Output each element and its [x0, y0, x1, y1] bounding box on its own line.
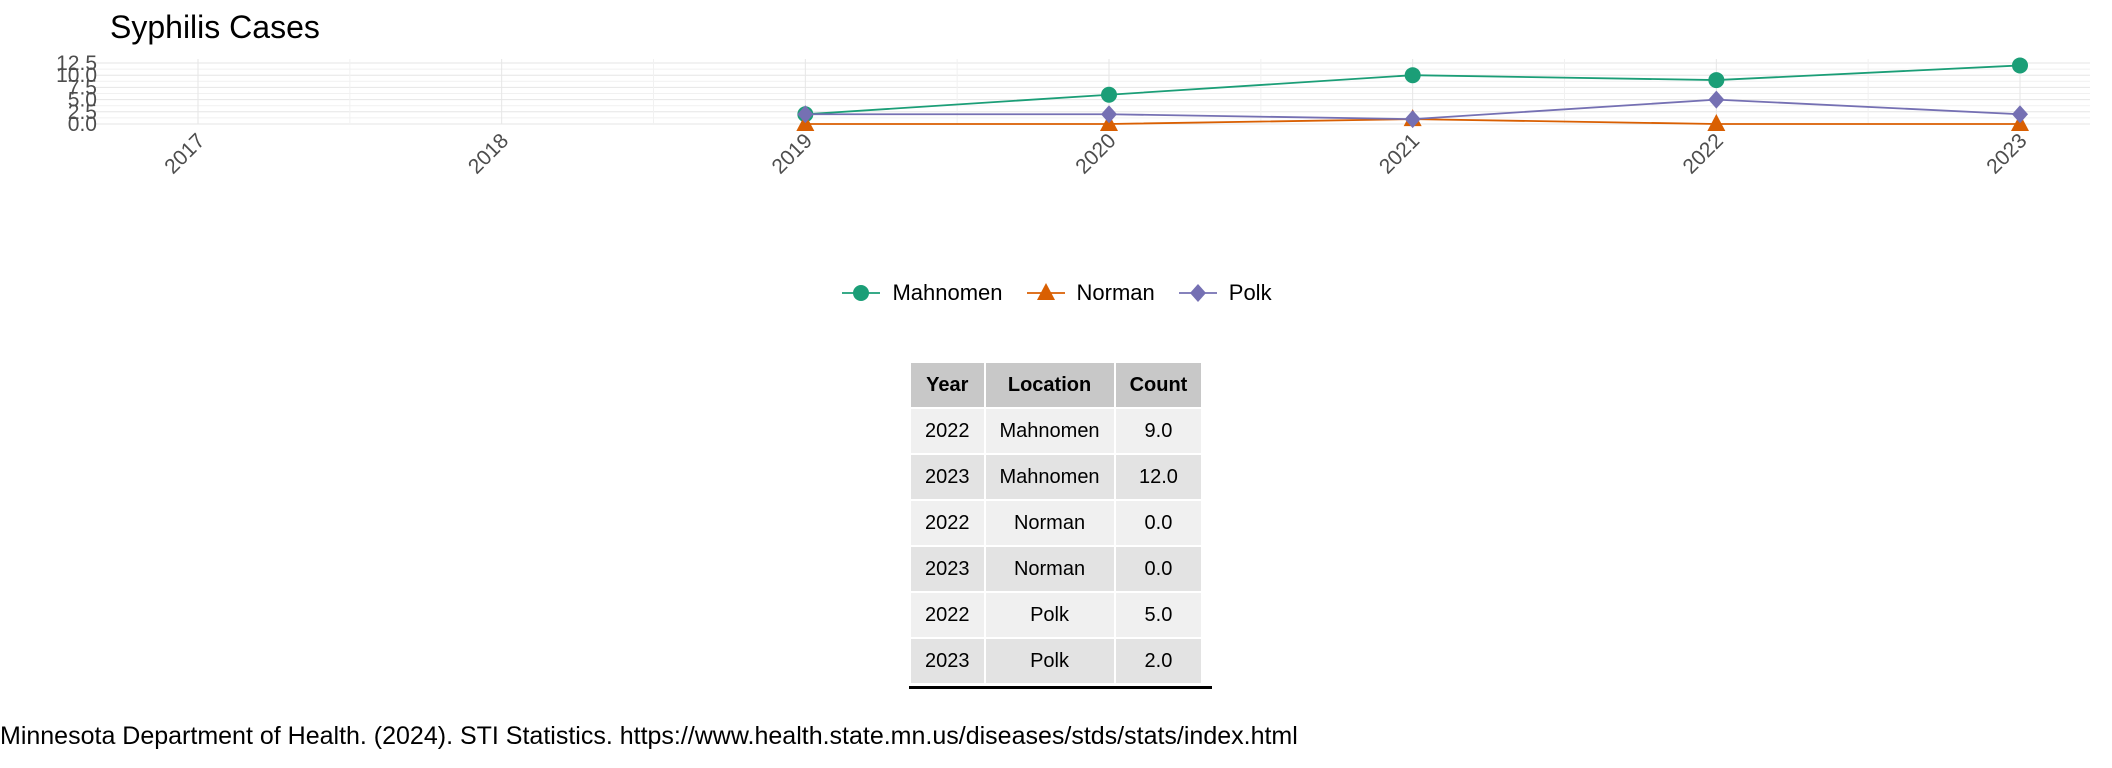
table-row: 2022 Polk 5.0 [911, 593, 1202, 637]
legend-label-polk: Polk [1228, 280, 1272, 305]
chart-title: Syphilis Cases [110, 9, 320, 45]
legend-marker-mahnomen [853, 285, 870, 301]
legend-swatch-mahnomen [842, 285, 881, 301]
location-cell: Polk [985, 593, 1114, 637]
year-cell: 2022 [911, 501, 984, 545]
year-cell: 2023 [911, 455, 984, 499]
chart-legend: Mahnomen Norman Polk [0, 280, 2112, 306]
table-row: 2023 Mahnomen 12.0 [911, 455, 1202, 499]
y-tick-label: 2.5 [68, 101, 97, 124]
line-chart: Syphilis Cases 0.02.55.07.510.012.5 2017… [56, 9, 2090, 179]
data-point-polk [1708, 90, 1725, 109]
table-row: 2023 Polk 2.0 [911, 639, 1202, 683]
y-tick-label: 5.0 [68, 89, 97, 112]
legend-marker-polk [1189, 284, 1206, 302]
y-axis-tick-labels: 0.02.55.07.510.012.5 [56, 52, 97, 136]
y-tick-label: 10.0 [56, 64, 97, 87]
data-point-mahnomen [1101, 86, 1117, 103]
data-point-polk [1101, 105, 1117, 124]
y-tick-label: 12.5 [56, 52, 97, 75]
x-tick-label: 2019 [768, 129, 817, 178]
x-tick-label: 2020 [1071, 129, 1120, 178]
count-cell: 0.0 [1115, 547, 1202, 591]
column-header-location: Location [985, 363, 1114, 407]
location-cell: Norman [985, 547, 1114, 591]
table-body: 2022 Mahnomen 9.0 2023 Mahnomen 12.0 2022 Norma… [911, 409, 1202, 683]
legend-item-norman: Norman [1025, 280, 1155, 306]
grid-lines [95, 59, 2090, 125]
count-cell: 5.0 [1115, 593, 1202, 637]
source-citation: Minnesota Department of Health. (2024). … [0, 722, 1298, 750]
count-cell: 2.0 [1115, 639, 1202, 683]
data-table: Year Location Count 2022 Mahnomen 9.0 2023 M… [909, 361, 1203, 685]
data-point-mahnomen [1708, 72, 1725, 89]
location-cell: Mahnomen [985, 455, 1114, 499]
x-axis-tick-labels: 2017 2018 2019 2020 2021 2022 2023 [160, 129, 2031, 178]
data-point-norman [1707, 114, 1726, 131]
x-tick-label: 2018 [464, 129, 513, 178]
table-row: 2023 Norman 0.0 [911, 547, 1202, 591]
legend-label-mahnomen: Mahnomen [892, 280, 1003, 305]
table-bottom-rule [909, 686, 1212, 689]
location-cell: Norman [985, 501, 1114, 545]
x-tick-label: 2023 [1982, 129, 2031, 178]
location-cell: Polk [985, 639, 1114, 683]
year-cell: 2023 [911, 547, 984, 591]
count-cell: 0.0 [1115, 501, 1202, 545]
table-row: 2022 Mahnomen 9.0 [911, 409, 1202, 453]
x-tick-label: 2021 [1375, 129, 1424, 178]
location-cell: Mahnomen [985, 409, 1114, 453]
column-header-count: Count [1115, 363, 1202, 407]
x-tick-label: 2022 [1679, 129, 1728, 178]
legend-label-norman: Norman [1076, 280, 1155, 305]
table-row: 2022 Norman 0.0 [911, 501, 1202, 545]
legend-marker-norman [1036, 283, 1055, 300]
year-cell: 2023 [911, 639, 984, 683]
y-tick-label: 7.5 [68, 76, 97, 99]
year-cell: 2022 [911, 409, 984, 453]
count-cell: 9.0 [1115, 409, 1202, 453]
data-point-polk [2012, 105, 2028, 124]
data-point-mahnomen [1404, 67, 1421, 84]
legend-item-polk: Polk [1177, 280, 1272, 306]
table-header-row: Year Location Count [911, 363, 1202, 407]
y-tick-label: 0.0 [68, 113, 97, 136]
data-point-polk [1404, 110, 1421, 129]
series-lines [796, 57, 2029, 131]
data-point-polk [797, 105, 814, 124]
data-point-mahnomen [2012, 57, 2028, 74]
legend-swatch-polk [1178, 284, 1217, 302]
column-header-year: Year [911, 363, 984, 407]
x-tick-label: 2017 [160, 129, 209, 178]
year-cell: 2022 [911, 593, 984, 637]
legend-item-mahnomen: Mahnomen [840, 280, 1003, 306]
count-cell: 12.0 [1115, 455, 1202, 499]
legend-swatch-norman [1026, 283, 1065, 300]
